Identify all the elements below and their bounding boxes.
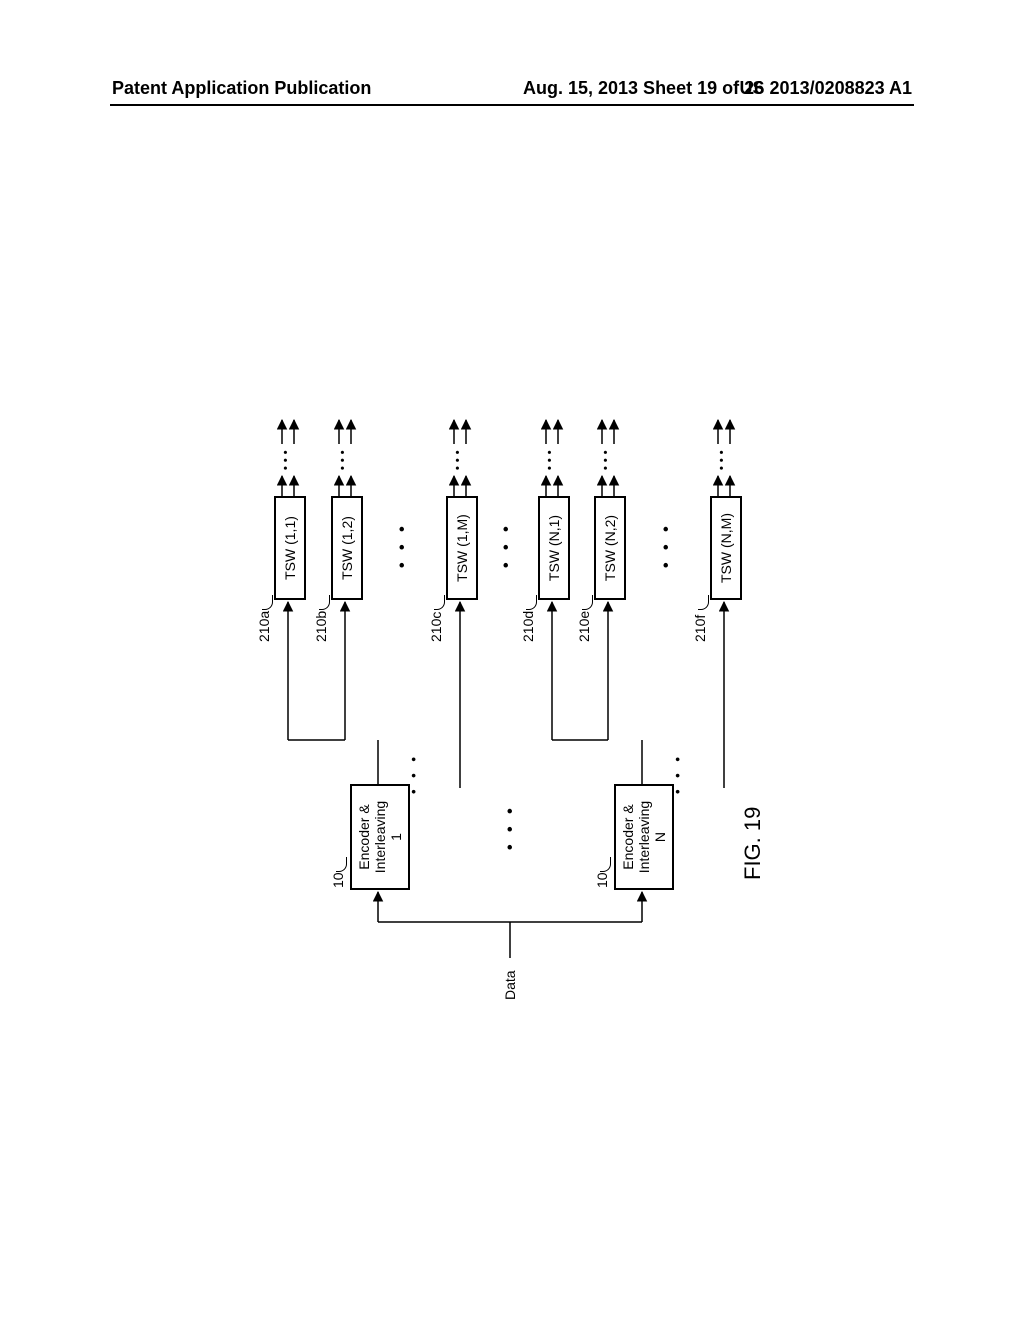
wires-svg xyxy=(250,320,770,1000)
figure-diagram: Data Encoder & Interleaving 1 10 Encoder… xyxy=(250,320,770,1000)
tsw-box-1-1: TSW (1,1) xyxy=(274,496,306,600)
header-rule xyxy=(110,104,914,106)
tsw-n-m-label: TSW (N,M) xyxy=(718,513,734,583)
tsw-1-1-label: TSW (1,1) xyxy=(282,516,298,580)
out-ellipsis-6: ••• xyxy=(716,446,728,470)
encoder-n-ref: 10 xyxy=(594,872,610,888)
tsw-box-n-m: TSW (N,M) xyxy=(710,496,742,600)
tsw-n-2-label: TSW (N,2) xyxy=(602,515,618,581)
out-ellipsis-5: ••• xyxy=(600,446,612,470)
encoder-n-line3: N xyxy=(652,832,668,842)
tsw-box-1-m: TSW (1,M) xyxy=(446,496,478,600)
out-ellipsis-1: ••• xyxy=(280,446,292,470)
encoder-box-n: Encoder & Interleaving N xyxy=(614,784,674,890)
tsw-n-m-ref: 210f xyxy=(692,615,708,642)
tsw-ellipsis-2: • • • xyxy=(658,522,676,568)
tsw-box-1-2: TSW (1,2) xyxy=(331,496,363,600)
page-header: Patent Application Publication Aug. 15, … xyxy=(0,78,1024,108)
header-right: US 2013/0208823 A1 xyxy=(740,78,912,99)
figure-label: FIG. 19 xyxy=(740,807,766,880)
encoder-box-1: Encoder & Interleaving 1 xyxy=(350,784,410,890)
tsw-1-m-label: TSW (1,M) xyxy=(454,514,470,582)
encoder-1-text: Encoder & Interleaving 1 xyxy=(356,801,404,873)
tsw-n-2-ref: 210e xyxy=(576,611,592,642)
tsw-1-m-ref: 210c xyxy=(428,612,444,642)
header-mid: Aug. 15, 2013 Sheet 19 of 26 xyxy=(523,78,764,99)
tsw-box-n-2: TSW (N,2) xyxy=(594,496,626,600)
data-label: Data xyxy=(502,970,518,1000)
tsw-n-1-ref: 210d xyxy=(520,611,536,642)
out-ellipsis-2: ••• xyxy=(337,446,349,470)
rotated-canvas: Data Encoder & Interleaving 1 10 Encoder… xyxy=(250,320,770,1000)
encoder-n-text: Encoder & Interleaving N xyxy=(620,801,668,873)
encoder-1-line2: Interleaving xyxy=(372,801,388,873)
header-left: Patent Application Publication xyxy=(112,78,371,99)
tsw-n-1-label: TSW (N,1) xyxy=(546,515,562,581)
tsw-1-2-label: TSW (1,2) xyxy=(339,516,355,580)
encoder-n-line1: Encoder & xyxy=(620,804,636,869)
encoder-1-line1: Encoder & xyxy=(356,804,372,869)
tsw-1-1-ref: 210a xyxy=(256,611,272,642)
out-ellipsis-3: ••• xyxy=(452,446,464,470)
page: Patent Application Publication Aug. 15, … xyxy=(0,0,1024,1320)
encoder-n-line2: Interleaving xyxy=(636,801,652,873)
encoder-ellipsis: • • • xyxy=(502,804,520,850)
fanout-ellipsis-1: • • • xyxy=(406,753,421,794)
tsw-ellipsis-mid: • • • xyxy=(498,522,516,568)
encoder-1-ref: 10 xyxy=(330,872,346,888)
encoder-1-line3: 1 xyxy=(388,833,404,841)
tsw-1-2-ref: 210b xyxy=(313,611,329,642)
tsw-box-n-1: TSW (N,1) xyxy=(538,496,570,600)
out-ellipsis-4: ••• xyxy=(544,446,556,470)
tsw-ellipsis-1: • • • xyxy=(394,522,412,568)
fanout-ellipsis-2: • • • xyxy=(670,753,685,794)
